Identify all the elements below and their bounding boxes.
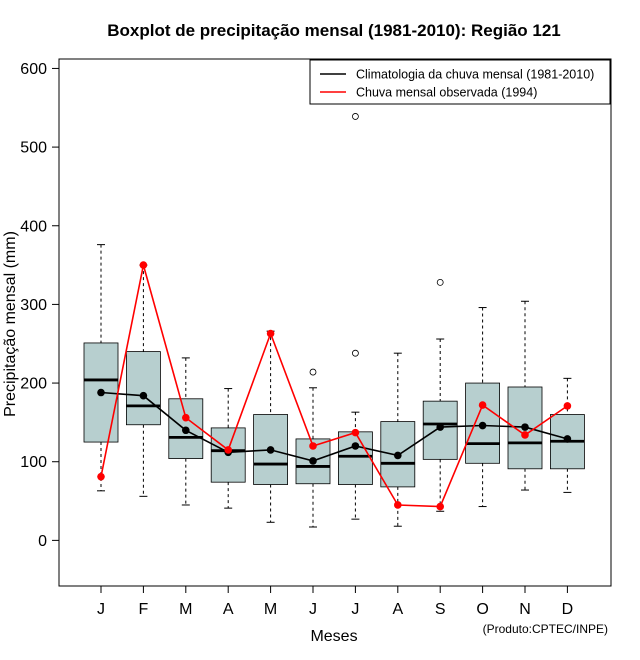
box bbox=[295, 438, 331, 485]
observed-point bbox=[97, 472, 105, 481]
climatology-point bbox=[478, 421, 487, 430]
y-tick-label: 100 bbox=[20, 454, 47, 471]
observed-point bbox=[436, 502, 445, 511]
observed-point bbox=[521, 431, 529, 439]
x-tick-label: A bbox=[223, 601, 234, 618]
x-tick-label: A bbox=[392, 601, 403, 618]
observed-point bbox=[351, 428, 360, 437]
y-tick-label: 200 bbox=[20, 376, 47, 393]
climatology-point bbox=[182, 426, 190, 435]
outlier-point bbox=[309, 368, 317, 376]
climatology-point bbox=[97, 388, 105, 397]
climatology-line bbox=[100, 391, 568, 462]
chart-title: Boxplot de precipitação mensal (1981-201… bbox=[107, 21, 561, 40]
y-tick-label: 400 bbox=[20, 218, 47, 235]
legend-box bbox=[309, 59, 611, 105]
observed-line bbox=[100, 264, 568, 508]
climatology-point bbox=[351, 442, 360, 450]
outlier-point bbox=[351, 349, 359, 357]
plot-area: 0 100 200 300 400 500 600 J F M A M J J A S O N D bbox=[20, 58, 612, 618]
observed-point bbox=[139, 261, 148, 269]
x-tick-label: J bbox=[309, 601, 317, 618]
credit-text: (Produto:CPTEC/INPE) bbox=[483, 622, 608, 636]
observed-point bbox=[309, 442, 317, 450]
x-tick-label: J bbox=[97, 601, 105, 618]
climatology-point bbox=[521, 423, 529, 431]
y-axis-label: Precipitação mensal (mm) bbox=[2, 231, 19, 417]
y-tick-label: 600 bbox=[20, 61, 47, 78]
legend-climatology-label: Climatologia da chuva mensal (1981-2010) bbox=[356, 68, 594, 82]
climatology-point bbox=[394, 451, 402, 460]
climatology-point bbox=[266, 446, 275, 454]
legend: Climatologia da chuva mensal (1981-2010)… bbox=[309, 59, 611, 105]
observed-point bbox=[182, 413, 190, 422]
box bbox=[337, 431, 373, 485]
climatology-point bbox=[139, 391, 148, 400]
x-tick-label: M bbox=[179, 601, 192, 618]
x-tick-label: J bbox=[351, 601, 359, 618]
y-tick-label: 0 bbox=[38, 533, 47, 550]
y-tick-label: 500 bbox=[20, 140, 47, 157]
x-axis-label: Meses bbox=[310, 628, 357, 645]
observed-point bbox=[478, 401, 487, 409]
x-tick-label: N bbox=[519, 601, 531, 618]
observed-point bbox=[224, 446, 232, 454]
box bbox=[126, 351, 161, 426]
climatology-point bbox=[309, 457, 317, 465]
x-tick-label: F bbox=[139, 601, 149, 618]
x-tick-label: S bbox=[435, 601, 446, 618]
observed-point bbox=[563, 402, 572, 410]
plot-frame bbox=[58, 58, 612, 587]
observed-point bbox=[266, 329, 275, 338]
outlier-point bbox=[351, 113, 359, 120]
x-tick-label: O bbox=[476, 601, 488, 618]
climatology-point bbox=[563, 435, 572, 443]
y-tick-label: 300 bbox=[20, 297, 47, 314]
x-tick-label: D bbox=[562, 601, 574, 618]
legend-observed-label: Chuva mensal observada (1994) bbox=[356, 86, 537, 100]
x-tick-label: M bbox=[264, 601, 277, 618]
observed-point bbox=[394, 501, 402, 509]
climatology-point bbox=[436, 423, 445, 431]
outlier-point bbox=[436, 278, 444, 286]
